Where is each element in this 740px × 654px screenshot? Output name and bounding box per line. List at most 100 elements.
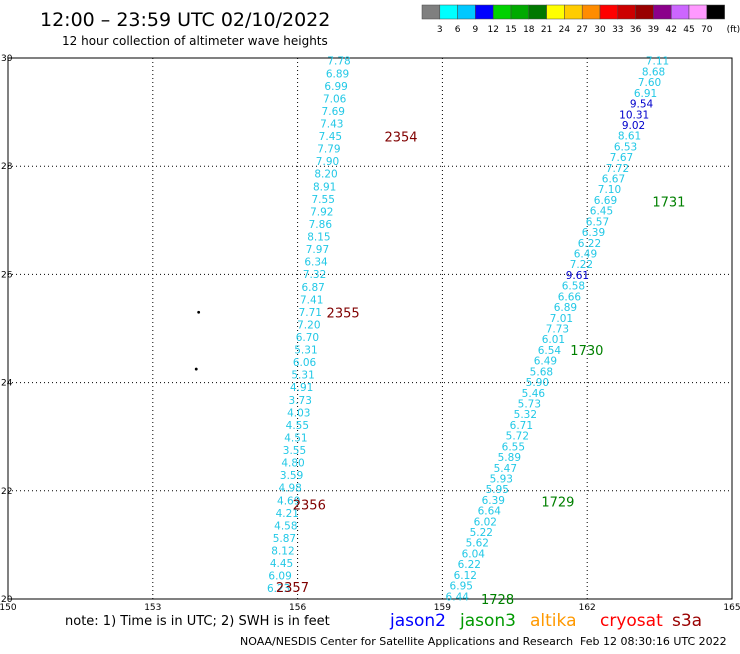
wave-height-value: 4.91 — [290, 382, 313, 394]
pass-time-label: 2357 — [276, 581, 309, 596]
wave-height-value: 5.46 — [522, 388, 546, 400]
pass-time-label: 2354 — [384, 130, 417, 145]
data-dot — [194, 367, 198, 371]
colorbar-swatch — [581, 4, 601, 20]
wave-height-value: 6.22 — [578, 238, 601, 250]
colorbar-swatch — [617, 4, 636, 20]
wave-height-value: 7.71 — [299, 307, 322, 319]
colorbar-unit: (ft) — [727, 25, 740, 35]
wave-height-value: 6.69 — [594, 195, 617, 207]
wave-height-value: 6.06 — [293, 357, 317, 369]
page-title: 12:00 – 23:59 UTC 02/10/2022 — [40, 9, 330, 31]
wave-height-value: 6.45 — [590, 206, 613, 218]
wave-height-value: 4.51 — [284, 432, 307, 444]
pass-time-label: 1728 — [481, 593, 514, 608]
pass-time-label: 1729 — [541, 496, 574, 511]
wave-height-value: 6.55 — [502, 441, 525, 453]
colorbar-swatch — [670, 4, 690, 20]
wave-height-value: 9.02 — [622, 120, 645, 132]
wave-height-value: 5.62 — [466, 538, 489, 550]
wave-height-value: 6.95 — [450, 581, 473, 593]
colorbar-swatch — [706, 4, 725, 20]
wave-height-value: 6.39 — [582, 227, 605, 239]
wave-height-value: 4.21 — [276, 508, 299, 520]
wave-height-value: 6.53 — [614, 141, 637, 153]
wave-height-value: 7.01 — [550, 313, 573, 325]
wave-height-value: 5.93 — [490, 473, 513, 485]
pass-time-label: 2355 — [327, 306, 360, 321]
colorbar-swatch — [510, 4, 530, 20]
credit-text: NOAA/NESDIS Center for Satellite Applica… — [240, 635, 573, 648]
wave-height-value: 5.68 — [530, 366, 553, 378]
colorbar-swatch — [492, 4, 512, 20]
wave-height-value: 9.61 — [566, 270, 589, 282]
lon-tick-label: 156 — [289, 603, 306, 613]
wave-height-value: 6.54 — [538, 345, 562, 357]
wave-height-value: 7.90 — [316, 156, 339, 168]
wave-height-value: 6.04 — [462, 548, 486, 560]
color-legend: 3 6 9 12 15 18 21 24 27 30 33 36 39 42 45 70 (ft) — [421, 4, 740, 35]
wave-height-value: 8.68 — [642, 66, 665, 78]
wave-height-value: 5.72 — [506, 431, 529, 443]
colorbar-label: 30 — [594, 25, 606, 35]
wave-height-value: 7.79 — [317, 144, 340, 156]
colorbar-label: 6 — [455, 25, 461, 35]
wave-height-value: 6.89 — [554, 302, 577, 314]
colorbar-swatch — [635, 4, 654, 20]
lon-tick-label: 159 — [434, 603, 451, 613]
wave-height-value: 7.06 — [323, 93, 347, 105]
wave-height-value: 5.95 — [486, 484, 509, 496]
footer-note: note: 1) Time is in UTC; 2) SWH is in fe… — [65, 614, 330, 629]
timestamp-text: Feb 12 08:30:16 UTC 2022 — [580, 635, 727, 648]
wave-height-value: 6.12 — [454, 570, 477, 582]
wave-height-value: 6.70 — [296, 332, 319, 344]
colorbar-label: 15 — [505, 25, 516, 35]
lat-tick-label: 22 — [1, 487, 12, 497]
wave-height-value: 8.61 — [618, 131, 641, 143]
pass-time-label: 1730 — [570, 344, 603, 359]
wave-height-value: 3.59 — [280, 470, 303, 482]
wave-height-value: 4.58 — [274, 520, 297, 532]
colorbar-swatch — [564, 4, 583, 20]
wave-height-value: 6.89 — [326, 68, 349, 80]
wave-height-value: 5.22 — [470, 527, 493, 539]
wave-height-value: 6.99 — [324, 81, 347, 93]
wave-height-value: 8.15 — [307, 232, 330, 244]
wave-height-value: 9.54 — [630, 99, 654, 111]
colorbar-label: 70 — [701, 25, 713, 35]
satellite-legend-jason3: jason3 — [459, 611, 516, 631]
lon-tick-label: 150 — [0, 603, 17, 613]
wave-height-value: 6.23 — [267, 583, 290, 595]
satellite-legend-cryosat: cryosat — [600, 611, 663, 631]
wave-height-value: 4.98 — [278, 483, 301, 495]
colorbar-label: 21 — [541, 25, 552, 35]
wave-height-value: 7.11 — [646, 56, 669, 68]
wave-height-value: 6.67 — [602, 174, 625, 186]
colorbar-label: 24 — [559, 25, 571, 35]
colorbar-swatch — [421, 4, 441, 20]
wave-height-value: 4.80 — [281, 458, 304, 470]
satellite-legend: jason2 jason3 altika cryosat s3a — [389, 611, 702, 631]
colorbar-label: 12 — [487, 25, 498, 35]
lat-tick-label: 24 — [1, 379, 13, 389]
colorbar-swatch — [475, 4, 494, 20]
wave-height-value: 7.60 — [638, 77, 661, 89]
wave-height-value: 5.31 — [291, 370, 314, 382]
wave-height-value: 6.49 — [534, 356, 557, 368]
wave-height-value: 7.32 — [303, 269, 326, 281]
lat-tick-label: 30 — [1, 54, 13, 64]
wave-height-value: 6.58 — [562, 281, 585, 293]
wave-height-value: 8.12 — [271, 546, 294, 558]
wave-height-value: 6.39 — [482, 495, 505, 507]
wave-height-value: 7.67 — [610, 152, 633, 164]
colorbar-label: 42 — [665, 25, 676, 35]
wave-height-value: 5.47 — [494, 463, 517, 475]
wave-height-value: 6.09 — [268, 571, 291, 583]
wave-height-value: 7.97 — [306, 244, 329, 256]
page-subtitle: 12 hour collection of altimeter wave hei… — [62, 34, 328, 48]
wave-height-value: 7.41 — [300, 294, 323, 306]
wave-height-value: 4.45 — [270, 558, 293, 570]
wave-height-value: 7.86 — [309, 219, 333, 231]
wave-height-value: 6.34 — [304, 257, 328, 269]
wave-height-value: 8.91 — [313, 181, 336, 193]
